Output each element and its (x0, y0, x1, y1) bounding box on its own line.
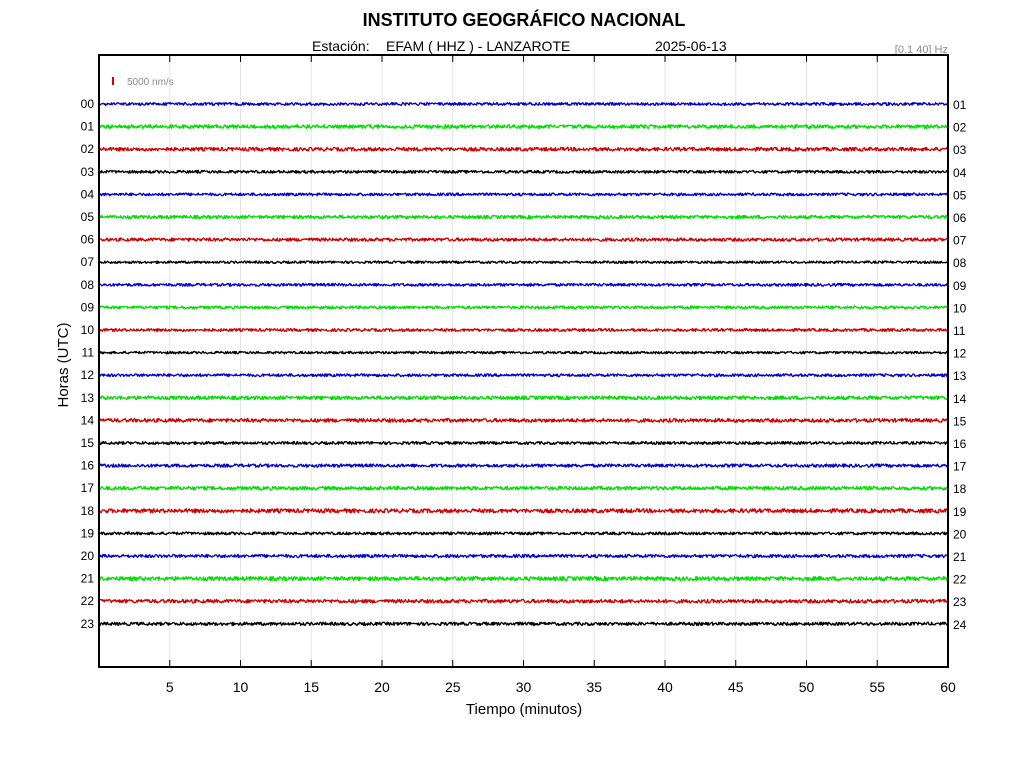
left-hour-label: 10 (81, 323, 95, 337)
x-tick-label: 50 (799, 679, 815, 695)
right-hour-label: 09 (953, 279, 967, 293)
left-hour-label: 18 (81, 504, 95, 518)
right-hour-label: 01 (953, 98, 967, 112)
trace-hour-01 (98, 124, 949, 130)
trace-hour-23 (98, 621, 949, 627)
left-hour-label: 16 (81, 459, 95, 473)
x-tick-label: 30 (516, 679, 532, 695)
station-name: EFAM ( HHZ ) - LANZAROTE (386, 38, 570, 54)
right-hour-label: 11 (953, 324, 966, 338)
filter-band: [0.1 40] Hz (895, 44, 948, 56)
left-hour-label: 06 (81, 233, 95, 247)
right-hour-label: 08 (953, 256, 967, 270)
trace-hour-18 (98, 508, 949, 514)
left-hour-label: 11 (82, 346, 95, 360)
right-hour-label: 14 (953, 392, 967, 406)
trace-hour-13 (98, 395, 949, 401)
trace-hour-06 (98, 237, 949, 242)
left-hour-label: 20 (81, 549, 95, 563)
trace-hour-08 (98, 282, 949, 287)
trace-hour-21 (98, 575, 949, 582)
left-hour-label: 04 (81, 187, 95, 201)
left-hour-label: 19 (81, 526, 95, 540)
trace-hour-11 (98, 350, 949, 355)
trace-hour-02 (98, 146, 949, 152)
x-tick-label: 25 (445, 679, 461, 695)
right-hour-label: 19 (953, 505, 967, 519)
trace-hour-15 (98, 440, 949, 446)
left-hour-label: 05 (81, 210, 95, 224)
station-label: Estación: (312, 38, 370, 54)
right-hour-label: 05 (953, 188, 967, 202)
x-tick-label: 40 (657, 679, 673, 695)
left-hour-label: 15 (81, 436, 95, 450)
left-hour-label: 21 (81, 572, 95, 586)
trace-hour-20 (98, 553, 949, 559)
left-hour-label: 12 (81, 368, 95, 382)
trace-hour-12 (98, 373, 949, 378)
right-hour-label: 13 (953, 369, 967, 383)
right-hour-label: 17 (953, 460, 967, 474)
right-hour-label: 20 (953, 527, 967, 541)
trace-hour-03 (98, 169, 949, 174)
y-axis-label: Horas (UTC) (55, 322, 72, 407)
x-tick-label: 5 (166, 679, 174, 695)
trace-hour-04 (98, 192, 949, 197)
trace-hour-09 (98, 305, 949, 310)
left-hour-label: 14 (81, 413, 95, 427)
x-tick-label: 45 (728, 679, 744, 695)
left-hour-label: 09 (81, 300, 95, 314)
trace-group (98, 101, 949, 627)
right-hour-label: 10 (953, 301, 967, 315)
x-tick-label: 35 (586, 679, 602, 695)
trace-hour-00 (98, 101, 949, 107)
chart-title: INSTITUTO GEOGRÁFICO NACIONAL (363, 9, 686, 30)
left-hour-label: 07 (81, 255, 95, 269)
right-hour-label: 18 (953, 482, 967, 496)
left-hour-label: 22 (81, 594, 95, 608)
trace-hour-07 (98, 260, 949, 265)
right-hour-label: 06 (953, 211, 967, 225)
plot-date: 2025-06-13 (655, 38, 727, 54)
x-tick-label: 60 (940, 679, 956, 695)
amplitude-scale-label: 5000 nm/s (127, 77, 174, 88)
trace-hour-19 (98, 531, 949, 536)
right-hour-label: 12 (953, 347, 967, 361)
right-hour-label: 15 (953, 414, 967, 428)
left-hour-label: 08 (81, 278, 95, 292)
trace-hour-10 (98, 327, 949, 333)
x-axis-label: Tiempo (minutos) (466, 701, 582, 718)
left-hour-label: 01 (81, 120, 95, 134)
trace-hour-22 (98, 598, 949, 604)
right-hour-label: 02 (953, 121, 967, 135)
left-hour-labels: 00 01 02 03 04 05 06 07 08 09 10 11 12 13 14 15 16 17 18 19… (81, 97, 95, 631)
right-hour-label: 04 (953, 166, 967, 180)
trace-hour-16 (98, 463, 949, 468)
right-hour-label: 24 (953, 618, 967, 632)
left-hour-label: 17 (81, 481, 95, 495)
x-tick-label: 20 (374, 679, 390, 695)
grid-lines (169, 55, 878, 667)
x-tick-label: 10 (233, 679, 249, 695)
left-hour-label: 23 (81, 617, 95, 631)
x-axis-ticks: 5 10 15 20 25 30 35 40 45 50 55 60 (166, 55, 956, 695)
x-tick-label: 15 (303, 679, 319, 695)
left-hour-label: 02 (81, 142, 95, 156)
amplitude-scale-bar (112, 77, 114, 85)
left-hour-label: 03 (81, 165, 95, 179)
left-hour-label: 13 (81, 391, 95, 405)
left-hour-label: 00 (81, 97, 95, 111)
right-hour-label: 22 (953, 573, 967, 587)
right-hour-label: 07 (953, 234, 967, 248)
x-tick-label: 55 (869, 679, 885, 695)
trace-hour-17 (98, 485, 949, 491)
right-hour-labels: 01 02 03 04 05 06 07 08 09 10 11 12 13 14 15 16 17 18 19 20… (953, 98, 967, 632)
trace-hour-05 (98, 214, 949, 220)
right-hour-label: 16 (953, 437, 967, 451)
right-hour-label: 21 (953, 550, 967, 564)
right-hour-label: 03 (953, 143, 967, 157)
right-hour-label: 23 (953, 595, 967, 609)
trace-hour-14 (98, 417, 949, 423)
